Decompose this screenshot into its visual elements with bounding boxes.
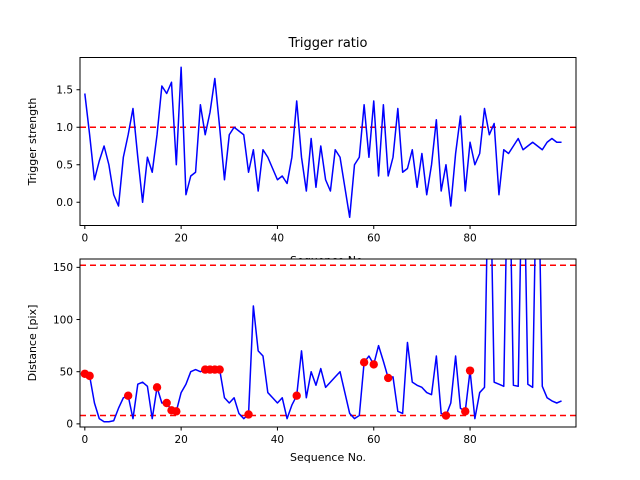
y-tick-label: 0.5	[56, 160, 73, 172]
x-tick-label: 20	[174, 434, 187, 446]
event-marker	[172, 407, 181, 416]
y-tick-label: 0	[66, 419, 73, 431]
distance-plot: 0 20 40 60 80 0 50 100 150 Distance [pix] Sequence…	[26, 258, 577, 464]
x-tick-label: 40	[271, 233, 284, 245]
axes-frame	[79, 258, 577, 428]
event-marker	[465, 366, 475, 375]
event-marker	[292, 391, 301, 400]
x-tick-label: 40	[271, 434, 284, 446]
event-marker	[369, 360, 378, 369]
axes-background	[80, 57, 576, 226]
y-axis-label: Distance [pix]	[26, 305, 39, 382]
x-tick-label: 0	[81, 233, 88, 245]
x-tick-label: 80	[463, 434, 476, 446]
event-marker	[162, 398, 171, 408]
x-tick-label: 20	[174, 233, 187, 245]
event-marker	[383, 373, 393, 383]
event-marker	[359, 358, 369, 367]
y-tick-label: 150	[53, 262, 73, 274]
event-marker	[461, 407, 470, 416]
x-tick-label: 60	[367, 434, 380, 446]
y-tick-label: 100	[53, 314, 73, 326]
axes-frame	[79, 57, 577, 226]
event-marker	[152, 383, 162, 392]
y-tick-label: 50	[60, 367, 73, 379]
event-marker	[215, 365, 224, 374]
x-tick-label: 60	[367, 233, 380, 245]
event-marker	[85, 371, 94, 381]
event-marker	[123, 391, 133, 400]
y-tick-label: 1.0	[56, 122, 73, 134]
x-tick-label: 0	[81, 434, 88, 446]
event-marker	[441, 411, 451, 420]
trigger-ratio-plot: 0 20 40 60 80 0.0 0.5 1.0 1.5 Trigger ratio Trigge…	[26, 36, 577, 267]
plot-title: Trigger ratio	[288, 36, 368, 51]
x-axis-label: Sequence No.	[290, 451, 366, 464]
y-tick-label: 0.0	[56, 197, 73, 209]
data-line	[84, 66, 562, 218]
event-marker	[244, 410, 253, 419]
y-tick-label: 1.5	[56, 85, 73, 97]
x-tick-label: 80	[463, 233, 476, 245]
y-axis-label: Trigger strength	[26, 98, 39, 187]
